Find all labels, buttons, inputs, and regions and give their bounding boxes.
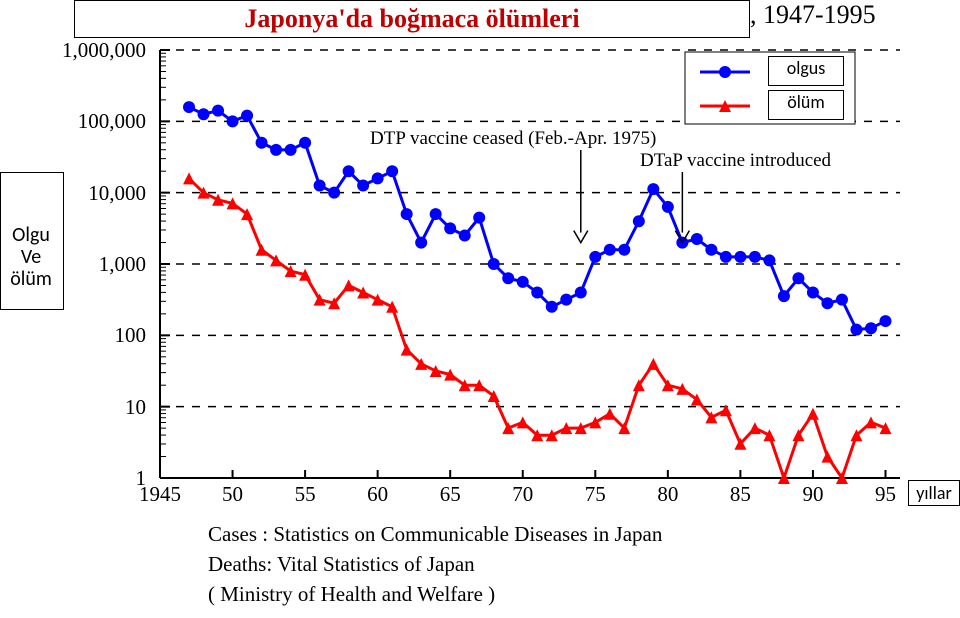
chart-page: Japonya'da boğmaca ölümleri , 1947-1995 … [0, 0, 960, 618]
series-cases-marker [357, 180, 369, 192]
series-cases-marker [227, 115, 239, 127]
x-tick-label: 85 [710, 482, 770, 507]
series-cases-marker [430, 208, 442, 220]
series-cases-marker [270, 144, 282, 156]
legend-marker-olgu [719, 66, 731, 78]
x-tick-label: 50 [203, 482, 263, 507]
source-line: ( Ministry of Health and Welfare ) [208, 582, 495, 607]
series-cases-marker [531, 287, 543, 299]
series-deaths-marker [517, 416, 529, 428]
series-deaths-marker [647, 358, 659, 370]
y-tick-label: 100,000 [0, 109, 146, 134]
chart-title: Japonya'da boğmaca ölümleri [75, 1, 749, 37]
x-tick-label: 1945 [130, 482, 190, 507]
x-tick-label: 55 [275, 482, 335, 507]
series-cases-marker [618, 244, 630, 256]
series-cases-marker [821, 297, 833, 309]
series-deaths-marker [343, 279, 355, 291]
series-deaths-marker [502, 422, 514, 434]
series-deaths-marker [821, 451, 833, 463]
series-cases-marker [705, 244, 717, 256]
series-cases-marker [865, 322, 877, 334]
series-deaths-marker [256, 244, 268, 256]
series-cases-marker [662, 201, 674, 213]
y-tick-label: 1 [0, 466, 146, 491]
series-cases-marker [415, 237, 427, 249]
series-deaths-marker [386, 301, 398, 313]
series-cases-marker [256, 137, 268, 149]
series-cases-marker [183, 101, 195, 113]
x-axis-label: yıllar [908, 480, 960, 506]
series-cases-marker [633, 215, 645, 227]
series-cases-marker [444, 222, 456, 234]
series-cases-marker [372, 172, 384, 184]
series-cases-marker [517, 276, 529, 288]
series-cases-marker [836, 294, 848, 306]
series-cases-marker [691, 233, 703, 245]
series-cases-marker [589, 251, 601, 263]
series-cases-marker [647, 183, 659, 195]
series-deaths-marker [879, 422, 891, 434]
series-cases-marker [502, 272, 514, 284]
source-line: Deaths: Vital Statistics of Japan [208, 552, 475, 577]
source-line: Cases : Statistics on Communicable Disea… [208, 522, 662, 547]
y-axis-label-line: Olgu [12, 223, 50, 247]
series-cases-marker [212, 105, 224, 117]
series-deaths-marker [604, 408, 616, 420]
series-cases-marker [850, 324, 862, 336]
legend-label-deaths: ölüm [768, 90, 844, 120]
chart-annotation: DTaP vaccine introduced [640, 150, 831, 172]
legend-label-cases: olgus [768, 56, 844, 86]
series-deaths-marker [749, 422, 761, 434]
series-cases-marker [807, 287, 819, 299]
series-deaths-marker [372, 294, 384, 306]
x-tick-label: 75 [565, 482, 625, 507]
series-deaths-marker [357, 287, 369, 299]
series-cases-marker [328, 187, 340, 199]
series-cases-marker [473, 212, 485, 224]
series-cases-marker [343, 165, 355, 177]
series-deaths-marker [807, 408, 819, 420]
series-cases-marker [734, 251, 746, 263]
series-cases-marker [299, 137, 311, 149]
series-cases-marker [763, 254, 775, 266]
y-tick-label: 100 [0, 323, 146, 348]
x-tick-label: 90 [783, 482, 843, 507]
series-cases-marker [401, 208, 413, 220]
y-tick-label: 10,000 [0, 181, 146, 206]
y-tick-label: 10 [0, 395, 146, 420]
series-cases-marker [778, 290, 790, 302]
series-deaths-marker [763, 429, 775, 441]
chart-annotation: DTP vaccine ceased (Feb.-Apr. 1975) [370, 128, 656, 150]
x-tick-label: 70 [493, 482, 553, 507]
series-cases-marker [459, 229, 471, 241]
series-deaths-marker [183, 172, 195, 184]
series-cases-marker [879, 315, 891, 327]
series-cases-marker [720, 251, 732, 263]
series-cases-marker [386, 165, 398, 177]
y-tick-label: 1,000,000 [0, 38, 146, 63]
x-tick-label: 80 [638, 482, 698, 507]
series-cases-marker [198, 108, 210, 120]
series-cases-marker [285, 144, 297, 156]
title-overlay-box: Japonya'da boğmaca ölümleri [74, 0, 750, 38]
series-deaths-marker [865, 416, 877, 428]
series-cases-marker [575, 287, 587, 299]
series-cases-marker [241, 110, 253, 122]
x-tick-label: 65 [420, 482, 480, 507]
series-cases-marker [488, 258, 500, 270]
series-cases-marker [560, 294, 572, 306]
years-range: , 1947-1995 [750, 0, 876, 30]
series-cases-marker [749, 251, 761, 263]
series-cases-marker [314, 180, 326, 192]
y-tick-label: 1,000 [0, 252, 146, 277]
series-cases-marker [792, 272, 804, 284]
x-tick-label: 95 [855, 482, 915, 507]
series-cases-marker [604, 244, 616, 256]
x-tick-label: 60 [348, 482, 408, 507]
series-cases-marker [546, 301, 558, 313]
series-deaths-marker [401, 344, 413, 356]
